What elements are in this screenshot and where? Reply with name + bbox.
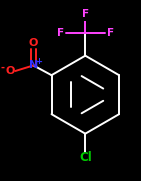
Text: F: F — [57, 28, 64, 38]
Text: F: F — [82, 9, 89, 19]
Text: -: - — [0, 62, 4, 73]
Text: N: N — [29, 60, 38, 70]
Text: O: O — [5, 66, 15, 76]
Text: +: + — [35, 57, 42, 66]
Text: O: O — [29, 38, 38, 49]
Text: F: F — [106, 28, 114, 38]
Text: Cl: Cl — [79, 151, 92, 164]
